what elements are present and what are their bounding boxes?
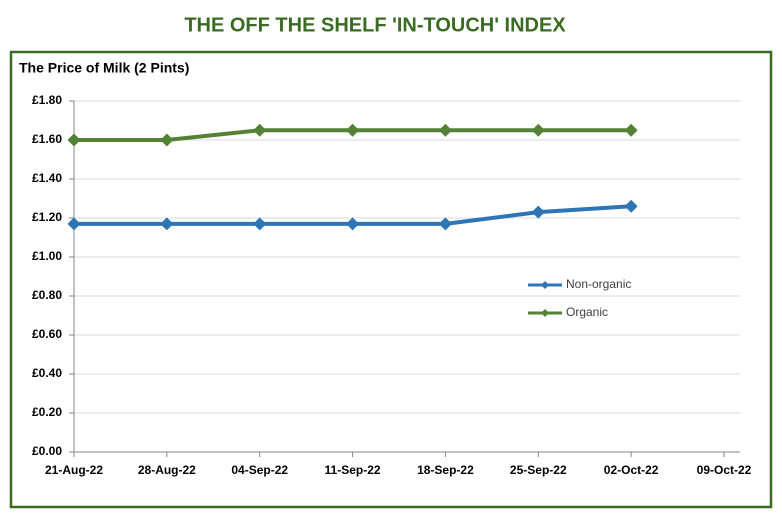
legend-label: Non-organic — [566, 277, 631, 291]
data-point — [438, 217, 452, 231]
data-point — [160, 133, 174, 147]
chart-title: The Price of Milk (2 Pints) — [19, 60, 189, 76]
data-point — [253, 123, 267, 137]
page-title: THE OFF THE SHELF 'IN-TOUCH' INDEX — [184, 14, 566, 36]
data-point — [438, 123, 452, 137]
y-tick-label: £0.60 — [32, 327, 62, 341]
data-point — [67, 217, 81, 231]
x-tick-label: 09-Oct-22 — [697, 463, 752, 477]
x-tick-label: 11-Sep-22 — [325, 463, 381, 477]
chart-frame — [9, 50, 773, 509]
y-tick-label: £1.20 — [32, 210, 62, 224]
data-point — [346, 123, 360, 137]
y-tick-label: £1.40 — [32, 171, 62, 185]
y-tick-label: £1.80 — [32, 93, 62, 107]
x-tick-label: 25-Sep-22 — [510, 463, 567, 477]
y-tick-label: £0.00 — [32, 444, 62, 458]
x-tick-label: 21-Aug-22 — [45, 463, 103, 477]
data-point — [346, 217, 360, 231]
legend-marker — [541, 281, 549, 289]
x-tick-label: 02-Oct-22 — [604, 463, 659, 477]
data-point — [624, 199, 638, 213]
x-tick-label: 18-Sep-22 — [417, 463, 474, 477]
data-point — [67, 133, 81, 147]
data-point — [160, 217, 174, 231]
y-tick-label: £0.80 — [32, 288, 62, 302]
y-tick-label: £0.40 — [32, 366, 62, 380]
x-tick-label: 28-Aug-22 — [138, 463, 196, 477]
legend-marker — [541, 309, 549, 317]
data-point — [624, 123, 638, 137]
y-tick-label: £1.00 — [32, 249, 62, 263]
data-point — [531, 205, 545, 219]
y-tick-label: £0.20 — [32, 405, 62, 419]
data-point — [531, 123, 545, 137]
legend-label: Organic — [566, 305, 608, 319]
x-tick-label: 04-Sep-22 — [231, 463, 288, 477]
y-tick-label: £1.60 — [32, 132, 62, 146]
data-point — [253, 217, 267, 231]
